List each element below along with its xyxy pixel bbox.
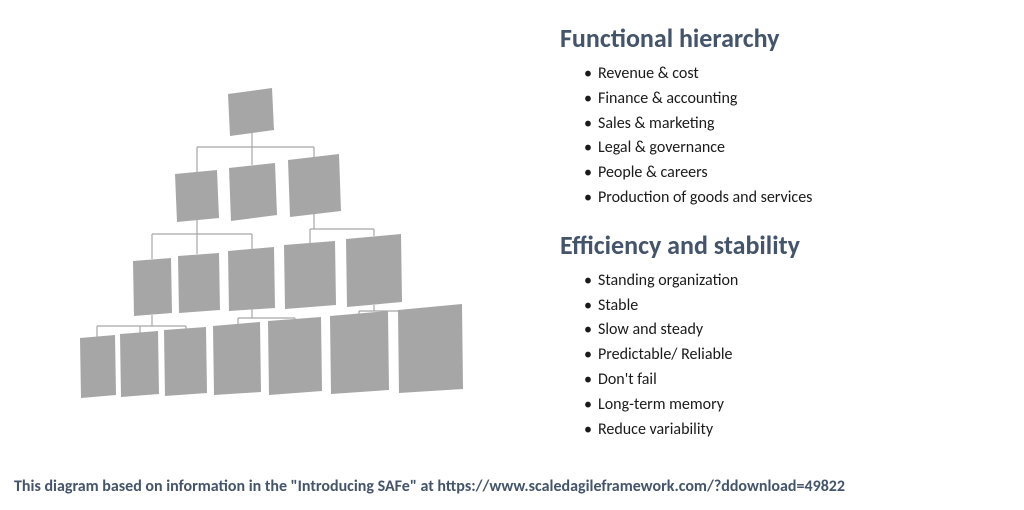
tree-node [213,322,261,395]
text-panel: Functional hierarchy Revenue & costFinanc… [520,0,1024,510]
tree-node [228,88,274,136]
bullet-list: Standing organizationStableSlow and stea… [584,269,1024,443]
tree-node [330,311,389,394]
list-item: Slow and steady [584,318,1024,343]
list-item: Predictable/ Reliable [584,343,1024,368]
list-item: Production of goods and services [584,186,1024,211]
list-item: Long-term memory [584,393,1024,418]
tree-node [175,170,219,222]
org-tree-svg [0,0,520,460]
tree-node [133,258,172,316]
list-item: Finance & accounting [584,87,1024,112]
tree-node [178,253,220,313]
tree-node [164,327,207,396]
list-item: Legal & governance [584,136,1024,161]
tree-node [229,163,277,221]
tree-node [284,241,336,309]
footer-attribution: This diagram based on information in the… [14,477,1010,496]
hierarchy-diagram [0,0,520,510]
list-item: Don't fail [584,368,1024,393]
list-item: Stable [584,294,1024,319]
tree-node [80,335,116,398]
tree-node [288,154,341,217]
list-item: Reduce variability [584,418,1024,443]
tree-node [268,317,322,395]
section-heading: Efficiency and stability [560,229,1024,261]
list-item: Standing organization [584,269,1024,294]
list-item: Revenue & cost [584,62,1024,87]
list-item: People & careers [584,161,1024,186]
bullet-list: Revenue & costFinance & accountingSales … [584,62,1024,211]
tree-node [120,331,159,397]
list-item: Sales & marketing [584,112,1024,137]
tree-node [346,234,402,307]
section-heading: Functional hierarchy [560,22,1024,54]
tree-node [398,304,463,393]
tree-node [228,247,275,311]
